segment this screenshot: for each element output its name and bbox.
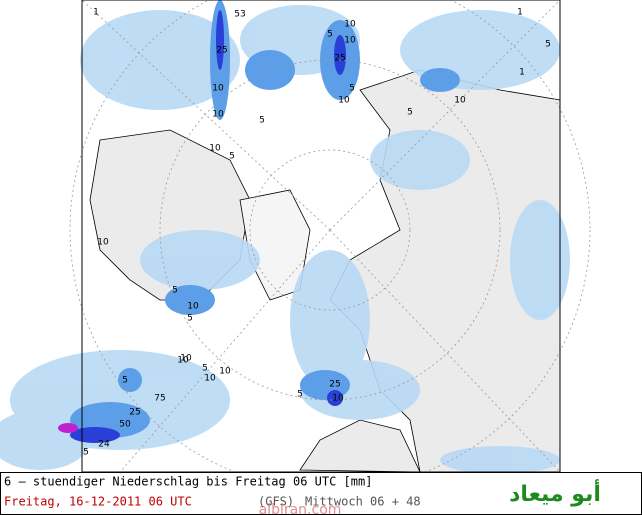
contour-label: 10 xyxy=(177,356,189,366)
contour-label: 53 xyxy=(234,10,245,20)
contour-label: 25 xyxy=(329,380,340,390)
contour-labels: 1 532510101051051025510151105510510551010… xyxy=(83,8,551,458)
contour-label: 24 xyxy=(98,440,110,450)
contour-label: 10 xyxy=(338,96,350,106)
contour-label: 1 xyxy=(93,8,99,18)
contour-label: 10 xyxy=(97,238,109,248)
contour-label: 1 xyxy=(519,68,525,78)
contour-label: 5 xyxy=(229,152,235,162)
contour-label: 10 xyxy=(212,84,224,94)
contour-label: 5 xyxy=(202,364,208,374)
contour-label: 5 xyxy=(172,286,178,296)
watermark: albiran.com xyxy=(259,502,342,515)
contour-label: 10 xyxy=(187,302,199,312)
contour-label: 10 xyxy=(344,20,356,30)
precip-extreme xyxy=(58,423,78,433)
contour-label: 10 xyxy=(344,36,356,46)
contour-label: 75 xyxy=(154,394,165,404)
contour-label: 5 xyxy=(83,448,89,458)
contour-label: 5 xyxy=(545,40,551,50)
caption-panel: 6 – stuendiger Niederschlag bis Freitag … xyxy=(0,472,642,515)
logo-box xyxy=(470,476,640,513)
contour-label: 10 xyxy=(332,394,344,404)
contour-label: 10 xyxy=(209,144,221,154)
map: 1 532510101051051025510151105510510551010… xyxy=(0,0,642,491)
caption-run: Mittwoch 06 + 48 xyxy=(305,495,421,509)
caption-date: Freitag, 16-12-2011 06 UTC xyxy=(4,495,192,509)
contour-label: 5 xyxy=(122,376,128,386)
contour-label: 10 xyxy=(180,354,192,364)
logo: أبو ميعاد xyxy=(509,478,601,507)
contour-label: 10 xyxy=(204,374,216,384)
caption-model: (GFS) xyxy=(258,495,294,509)
contour-label: 5 xyxy=(297,390,303,400)
contour-label: 25 xyxy=(129,408,140,418)
contour-label: 5 xyxy=(327,30,333,40)
map-area-right xyxy=(560,0,642,472)
precip-heavy xyxy=(70,10,346,443)
contour-label: 25 xyxy=(216,46,227,56)
contour-label: 5 xyxy=(407,108,413,118)
contour-label: 10 xyxy=(219,367,231,377)
contour-label: 25 xyxy=(334,54,345,64)
contour-label: 5 xyxy=(349,84,355,94)
contour-label: 50 xyxy=(119,420,131,430)
contour-label: 5 xyxy=(187,314,193,324)
contour-label: 1 xyxy=(517,8,523,18)
contour-label: 10 xyxy=(212,110,224,120)
caption-title: 6 – stuendiger Niederschlag bis Freitag … xyxy=(4,475,372,489)
contour-label: 10 xyxy=(454,96,466,106)
graticule xyxy=(69,0,591,491)
contour-label: 5 xyxy=(259,116,265,126)
